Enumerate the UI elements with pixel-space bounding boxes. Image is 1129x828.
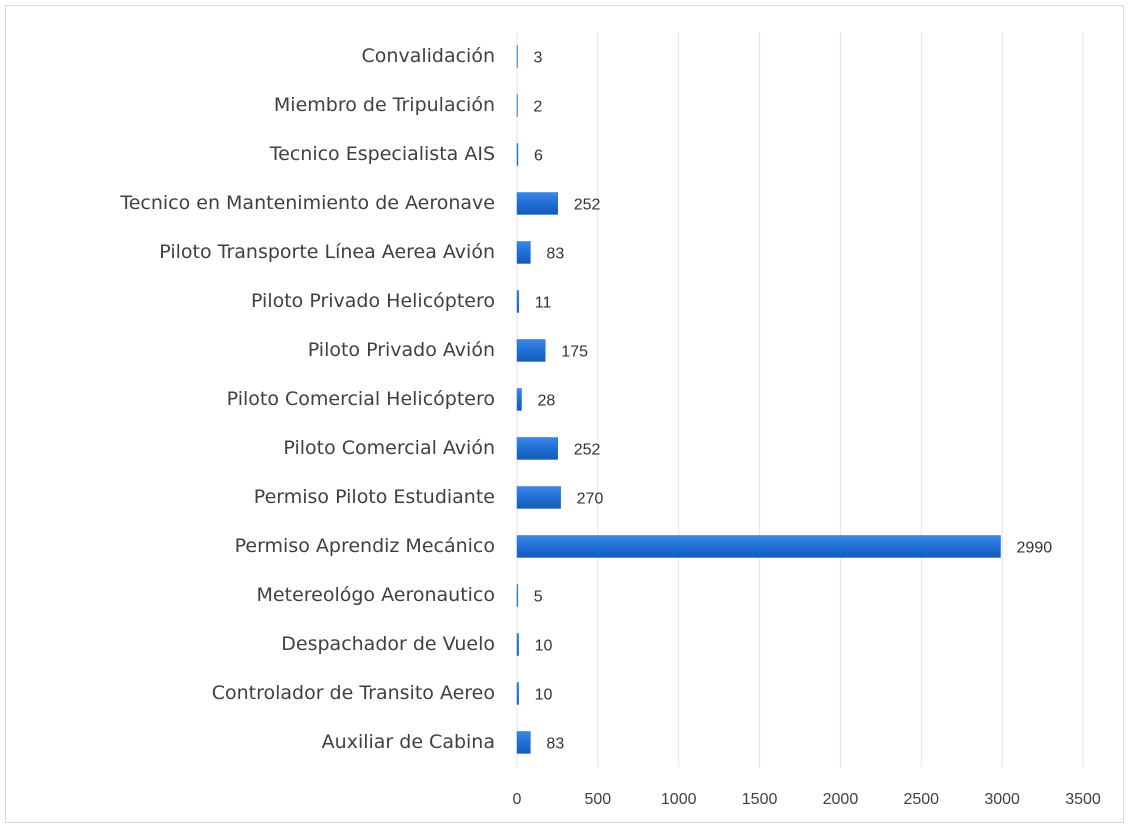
y-tick-label: Piloto Privado Avión <box>308 339 495 361</box>
y-tick-label: Metereológo Aeronautico <box>257 584 495 606</box>
y-tick-label: Despachador de Vuelo <box>281 633 495 655</box>
x-tick-label: 2000 <box>823 791 859 808</box>
value-label: 2 <box>533 99 542 116</box>
bar <box>516 486 561 509</box>
bar <box>516 143 519 166</box>
y-tick-label: Piloto Comercial Avión <box>283 437 495 459</box>
y-tick-label: Permiso Aprendiz Mecánico <box>235 535 495 557</box>
bar <box>516 388 522 411</box>
y-tick-label: Tecnico en Mantenimiento de Aeronave <box>119 192 495 214</box>
value-label: 270 <box>577 491 604 508</box>
bar <box>516 94 518 117</box>
y-tick-label: Auxiliar de Cabina <box>322 731 495 753</box>
x-tick-label: 1500 <box>742 791 778 808</box>
value-label: 252 <box>574 197 601 214</box>
bar <box>516 290 520 313</box>
value-label: 3 <box>533 50 542 67</box>
value-label: 6 <box>534 148 543 165</box>
bar <box>516 682 519 705</box>
x-tick-label: 3500 <box>1065 791 1101 808</box>
bar <box>516 731 531 754</box>
value-label: 252 <box>574 442 601 459</box>
bar <box>516 339 546 362</box>
y-tick-label: Piloto Comercial Helicóptero <box>227 388 495 410</box>
x-tick-label: 2500 <box>903 791 939 808</box>
value-label: 175 <box>561 344 588 361</box>
bar <box>516 192 559 215</box>
x-tick-label: 1000 <box>661 791 697 808</box>
x-tick-label: 3000 <box>984 791 1020 808</box>
x-tick-label: 500 <box>585 791 612 808</box>
x-tick-label: 0 <box>513 791 522 808</box>
bar <box>516 584 519 607</box>
value-label: 10 <box>535 687 553 704</box>
y-tick-label: Controlador de Transito Aereo <box>212 682 495 704</box>
y-tick-label: Tecnico Especialista AIS <box>269 143 495 165</box>
chart-border <box>5 5 1124 823</box>
value-label: 10 <box>535 638 553 655</box>
y-tick-label: Convalidación <box>362 45 495 67</box>
value-label: 11 <box>535 295 552 312</box>
bar <box>516 241 531 264</box>
y-tick-label: Miembro de Tripulación <box>274 94 495 116</box>
y-tick-label: Piloto Privado Helicóptero <box>251 290 495 312</box>
bar <box>516 437 559 460</box>
bar <box>516 633 519 656</box>
bar <box>516 535 1001 558</box>
y-tick-label: Piloto Transporte Línea Aerea Avión <box>159 241 495 263</box>
value-label: 5 <box>534 589 543 606</box>
y-tick-label: Permiso Piloto Estudiante <box>254 486 495 508</box>
value-label: 28 <box>538 393 556 410</box>
value-label: 83 <box>546 736 564 753</box>
value-label: 2990 <box>1017 540 1053 557</box>
bar <box>516 45 518 68</box>
value-label: 83 <box>546 246 564 263</box>
